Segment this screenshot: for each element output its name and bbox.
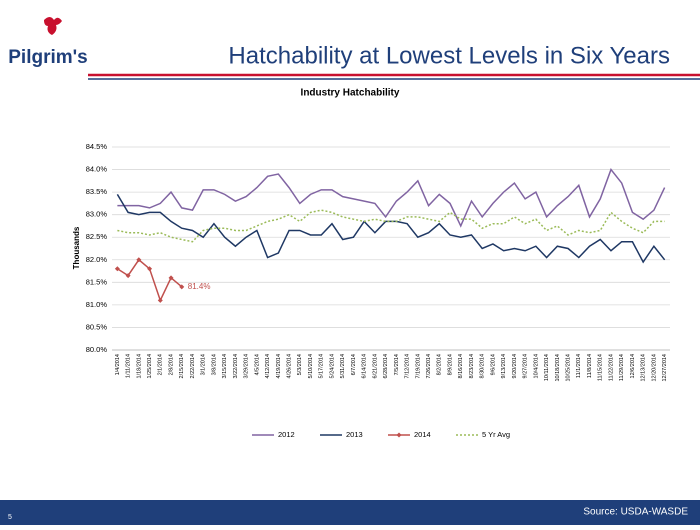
footer-bar <box>0 500 700 525</box>
y-axis-label: Thousands <box>72 226 81 269</box>
x-tick-label: 9/6/2014 <box>490 354 496 375</box>
x-tick-label: 4/26/2014 <box>287 354 293 378</box>
legend-marker <box>396 432 402 438</box>
y-tick-label: 80.0% <box>86 345 108 354</box>
series-line <box>117 168 666 228</box>
x-tick-label: 3/1/2014 <box>201 354 207 375</box>
x-tick-label: 8/2/2014 <box>437 354 443 375</box>
x-tick-label: 11/8/2014 <box>587 354 593 378</box>
legend-label: 2013 <box>346 430 363 439</box>
x-tick-label: 6/21/2014 <box>372 354 378 378</box>
x-tick-label: 11/1/2014 <box>576 354 582 378</box>
x-tick-label: 8/30/2014 <box>480 354 486 378</box>
legend-label: 2012 <box>278 430 295 439</box>
x-tick-label: 1/11/2014 <box>126 354 132 378</box>
x-tick-label: 7/5/2014 <box>394 354 400 375</box>
y-tick-label: 80.5% <box>86 322 108 331</box>
x-tick-label: 4/5/2014 <box>254 354 260 375</box>
x-tick-label: 3/15/2014 <box>222 354 228 378</box>
x-tick-label: 1/4/2014 <box>115 354 121 375</box>
x-tick-label: 6/7/2014 <box>351 354 357 375</box>
point-marker <box>136 257 142 263</box>
x-tick-label: 12/13/2014 <box>641 354 647 382</box>
x-tick-label: 7/19/2014 <box>415 354 421 378</box>
logo-text: Pilgrim's <box>8 47 88 68</box>
x-tick-label: 9/27/2014 <box>523 354 529 378</box>
x-tick-label: 2/1/2014 <box>158 354 164 375</box>
legend-label: 5 Yr Avg <box>482 430 510 439</box>
source: Source: USDA-WASDE <box>583 507 688 518</box>
legend: 2012 2013 2014 5 Yr Avg <box>252 430 510 439</box>
x-tick-label: 5/31/2014 <box>340 354 346 378</box>
x-tick-label: 12/27/2014 <box>662 354 668 382</box>
legend-label: 2014 <box>414 430 431 439</box>
point-marker <box>147 266 153 272</box>
x-tick-label: 2/15/2014 <box>179 354 185 378</box>
y-tick-label: 83.5% <box>86 187 108 196</box>
logo-icon <box>44 17 62 35</box>
point-marker <box>168 275 174 281</box>
x-tick-label: 4/12/2014 <box>265 354 271 378</box>
point-marker <box>125 273 131 279</box>
x-tick-label: 8/23/2014 <box>469 354 475 378</box>
y-tick-label: 81.5% <box>86 277 108 286</box>
point-marker <box>114 266 120 272</box>
y-tick-label: 84.5% <box>86 142 108 151</box>
x-tick-label: 12/20/2014 <box>651 354 657 382</box>
x-tick-label: 11/15/2014 <box>598 354 604 381</box>
x-tick-label: 7/12/2014 <box>405 354 411 378</box>
x-tick-label: 8/16/2014 <box>458 354 464 378</box>
y-tick-label: 82.5% <box>86 232 108 241</box>
x-tick-label: 1/25/2014 <box>147 354 153 378</box>
y-tick-label: 84.0% <box>86 165 108 174</box>
y-tick-label: 82.0% <box>86 255 108 264</box>
data-label: 81.4% <box>188 282 211 291</box>
y-tick-label: 81.0% <box>86 300 108 309</box>
x-tick-label: 10/18/2014 <box>555 354 561 382</box>
y-tick-label: 83.0% <box>86 210 108 219</box>
x-tick-label: 9/13/2014 <box>501 354 507 378</box>
logo: Pilgrim's <box>8 17 88 68</box>
page-number: 5 <box>8 514 12 521</box>
x-tick-label: 10/25/2014 <box>566 354 572 382</box>
x-tick-label: 11/22/2014 <box>608 354 614 381</box>
x-tick-label: 5/10/2014 <box>308 354 314 378</box>
plot: 80.0% 80.5% 81.0% 81.5% 82.0% 82.5% 83.0% 83.5%… <box>86 142 670 382</box>
series-line <box>116 193 666 264</box>
x-tick-label: 3/29/2014 <box>244 354 250 378</box>
x-tick-label: 9/20/2014 <box>512 354 518 378</box>
x-tick-label: 5/24/2014 <box>329 354 335 378</box>
x-tick-label: 12/6/2014 <box>630 354 636 378</box>
chart-title: Industry Hatchability <box>301 88 400 99</box>
x-tick-label: 1/18/2014 <box>136 354 142 378</box>
x-tick-label: 7/26/2014 <box>426 354 432 378</box>
x-tick-label: 3/22/2014 <box>233 354 239 378</box>
point-marker <box>179 284 185 290</box>
x-tick-label: 10/11/2014 <box>544 354 550 381</box>
x-tick-label: 5/17/2014 <box>319 354 325 378</box>
x-tick-label: 5/3/2014 <box>297 354 303 375</box>
x-tick-label: 8/9/2014 <box>447 354 453 375</box>
slide-title: Hatchability at Lowest Levels in Six Yea… <box>228 42 670 69</box>
x-tick-label: 2/22/2014 <box>190 354 196 378</box>
x-tick-label: 10/4/2014 <box>533 354 539 378</box>
x-tick-label: 11/29/2014 <box>619 354 625 381</box>
x-tick-label: 4/19/2014 <box>276 354 282 378</box>
x-tick-label: 2/8/2014 <box>168 354 174 375</box>
point-marker <box>157 297 163 303</box>
x-tick-label: 6/14/2014 <box>362 354 368 378</box>
x-tick-label: 6/28/2014 <box>383 354 389 378</box>
x-tick-label: 3/8/2014 <box>211 354 217 375</box>
